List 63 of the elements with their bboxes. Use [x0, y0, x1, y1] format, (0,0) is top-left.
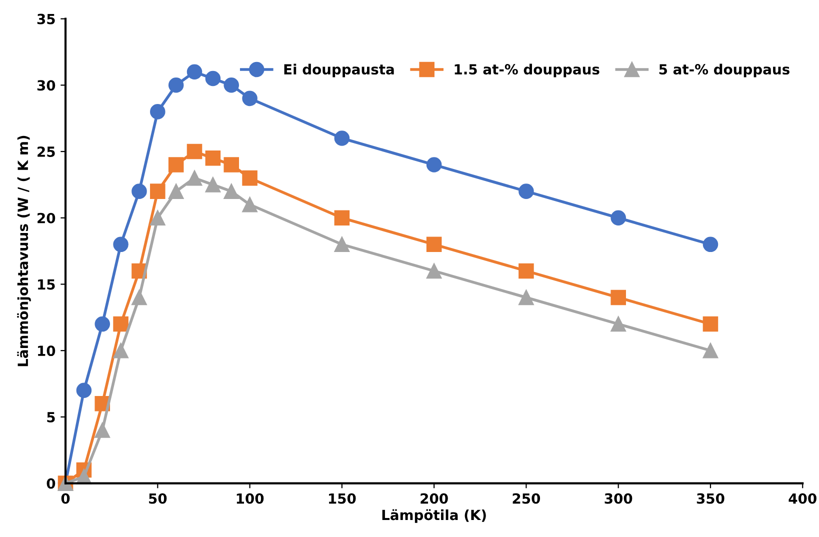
point	[150, 104, 166, 120]
point	[168, 184, 184, 199]
x-tick-label: 300	[604, 493, 632, 504]
point	[76, 382, 92, 398]
y-tick-label: 25	[38, 146, 55, 157]
y-tick-label: 20	[38, 212, 56, 224]
point	[426, 236, 442, 252]
y-tick-label: 5	[47, 412, 55, 422]
point	[224, 184, 240, 199]
point	[168, 157, 184, 172]
point	[205, 177, 221, 192]
point	[113, 342, 128, 358]
point	[150, 184, 166, 199]
point	[186, 64, 202, 80]
x-tick-label: 0	[61, 493, 70, 504]
point	[334, 130, 350, 146]
y-tick-label: 30	[37, 80, 56, 91]
x-tick-label: 400	[788, 493, 816, 504]
y-axis-title: Lämmönjohtavuus (W / ( K m)	[17, 136, 31, 366]
point	[702, 236, 718, 252]
point	[132, 184, 147, 199]
point	[518, 184, 534, 199]
point	[702, 342, 718, 358]
point	[94, 316, 110, 332]
point	[334, 236, 350, 252]
legend-label: 5 at-% douppaus	[659, 64, 790, 78]
point	[242, 90, 258, 106]
point	[150, 210, 166, 226]
point	[702, 316, 718, 332]
x-tick-label: 350	[696, 493, 724, 504]
legend-label: 1.5 at-% douppaus	[454, 64, 600, 78]
point	[518, 290, 534, 306]
point	[242, 170, 258, 186]
legend-label: Ei douppausta	[284, 64, 394, 78]
point	[426, 263, 442, 279]
y-tick-label: 10	[38, 346, 56, 356]
point	[224, 157, 240, 172]
y-tick-label: 15	[38, 279, 55, 290]
x-tick-label: 150	[329, 493, 356, 504]
x-tick-label: 100	[236, 493, 264, 504]
point	[113, 316, 128, 332]
x-tick-label: 250	[512, 493, 540, 504]
point	[186, 170, 202, 186]
point	[224, 78, 240, 93]
point	[610, 316, 626, 332]
point	[334, 210, 350, 226]
y-tick-label: 0	[46, 478, 56, 489]
point	[426, 157, 442, 172]
y-tick-label: 35	[37, 14, 55, 24]
point	[205, 70, 221, 86]
point	[518, 263, 534, 279]
point	[610, 210, 626, 226]
point	[242, 196, 258, 212]
x-axis-title: Lämpötila (K)	[382, 509, 486, 523]
point	[168, 78, 184, 93]
point	[113, 236, 128, 252]
point	[186, 144, 202, 160]
x-tick-label: 50	[149, 493, 167, 504]
point	[610, 290, 626, 306]
x-tick-label: 200	[420, 493, 448, 504]
point	[94, 422, 110, 438]
point	[132, 290, 147, 306]
point	[205, 150, 221, 166]
